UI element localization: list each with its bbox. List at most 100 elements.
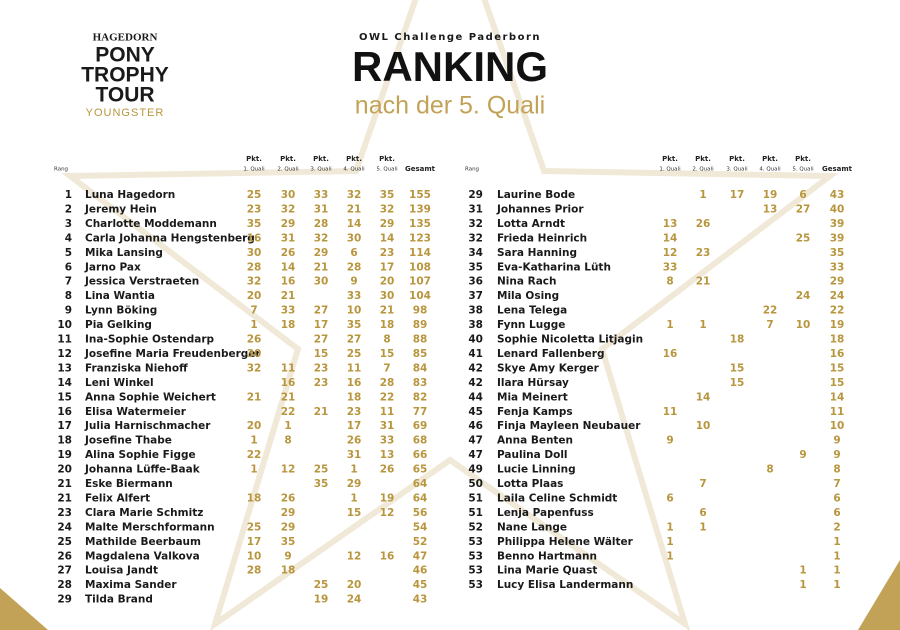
rider-name: Skye Amy Kerger	[497, 362, 600, 374]
round-points: 15	[314, 348, 329, 360]
round-points: 20	[380, 276, 395, 288]
round-points: 7	[250, 305, 257, 317]
rider-name: Paulina Doll	[497, 449, 568, 461]
rank: 8	[65, 290, 72, 302]
rider-name: Eva-Katharina Lüth	[497, 261, 611, 273]
rank: 38	[468, 305, 483, 317]
total-points: 85	[413, 348, 428, 360]
rank: 29	[57, 594, 72, 606]
round-points: 31	[347, 449, 362, 461]
round-points: 11	[347, 362, 362, 374]
total-points: 10	[830, 420, 845, 432]
total-points: 9	[833, 435, 840, 447]
rider-name: Laila Celine Schmidt	[497, 492, 617, 504]
total-points: 64	[413, 478, 428, 490]
round-points: 12	[380, 507, 395, 519]
round-points: 21	[314, 406, 329, 418]
rank: 1	[65, 189, 72, 201]
round-points: 21	[281, 391, 296, 403]
rider-name: Sara Hanning	[497, 247, 577, 259]
round-points: 6	[350, 247, 357, 259]
round-points: 15	[380, 348, 395, 360]
round-points: 21	[696, 276, 711, 288]
round-points: 1	[284, 420, 291, 432]
total-points: 54	[413, 521, 428, 533]
round-points: 13	[663, 218, 678, 230]
rank: 6	[65, 261, 72, 273]
round-points: 32	[380, 203, 395, 215]
total-points: 107	[409, 276, 431, 288]
round-points: 16	[347, 377, 362, 389]
rank: 53	[468, 550, 483, 562]
ranking-tables: Rang Pkt. 1. Quali Pkt. 2. Quali Pkt. 3. Quali…	[54, 155, 853, 606]
round-header: 2. Quali	[692, 167, 714, 173]
total-points: 155	[409, 189, 431, 201]
round-points: 15	[347, 507, 362, 519]
total-points: 104	[409, 290, 431, 302]
round-points: 17	[380, 261, 395, 273]
round-points: 29	[281, 218, 296, 230]
rank: 40	[468, 334, 483, 346]
rider-name: Lena Telega	[497, 305, 567, 317]
round-points: 28	[247, 261, 262, 273]
round-points: 7	[699, 478, 706, 490]
points-header: Pkt.	[313, 155, 329, 163]
round-points: 16	[380, 550, 395, 562]
round-header: 3. Quali	[726, 167, 748, 173]
round-points: 25	[347, 348, 362, 360]
round-points: 23	[347, 406, 362, 418]
round-points: 22	[281, 406, 296, 418]
round-points: 16	[281, 276, 296, 288]
round-points: 10	[247, 550, 262, 562]
rider-name: Mila Osing	[497, 290, 559, 302]
page-subtitle: nach der 5. Quali	[355, 92, 545, 120]
round-points: 21	[314, 261, 329, 273]
points-header: Pkt.	[280, 155, 296, 163]
round-points: 21	[380, 305, 395, 317]
round-points: 11	[380, 406, 395, 418]
round-points: 1	[799, 579, 806, 591]
round-points: 24	[796, 290, 811, 302]
total-points: 6	[833, 507, 840, 519]
rank: 3	[65, 218, 72, 230]
logo-line: TOUR	[95, 84, 154, 107]
rider-name: Benno Hartmann	[497, 550, 597, 562]
round-points: 26	[347, 435, 362, 447]
round-points: 32	[247, 276, 262, 288]
round-points: 31	[314, 203, 329, 215]
rider-name: Lina Marie Quast	[497, 565, 597, 577]
total-points: 88	[413, 334, 428, 346]
total-points: 14	[830, 391, 845, 403]
total-points: 35	[830, 247, 845, 259]
round-points: 30	[347, 232, 362, 244]
round-points: 33	[663, 261, 678, 273]
page-title: RANKING	[352, 43, 548, 90]
total-points: 16	[830, 348, 845, 360]
total-points: 1	[833, 565, 840, 577]
rider-name: Jessica Verstraeten	[84, 276, 199, 288]
total-points: 114	[409, 247, 431, 259]
total-points: 19	[830, 319, 845, 331]
rider-name: Lynn Böking	[85, 305, 157, 317]
round-points: 29	[347, 478, 362, 490]
rider-name: Ilara Hürsay	[497, 377, 569, 389]
round-points: 1	[699, 189, 706, 201]
rank: 53	[468, 579, 483, 591]
corner-accent	[858, 560, 900, 630]
round-points: 26	[281, 247, 296, 259]
round-points: 30	[314, 276, 329, 288]
rank: 16	[57, 406, 72, 418]
points-header: Pkt.	[695, 155, 711, 163]
total-points: 7	[833, 478, 840, 490]
rider-name: Alina Sophie Figge	[85, 449, 196, 461]
round-points: 32	[347, 189, 362, 201]
round-points: 31	[380, 420, 395, 432]
total-points: 33	[830, 261, 845, 273]
rank: 52	[468, 521, 483, 533]
round-points: 27	[314, 305, 329, 317]
rank: 9	[65, 305, 72, 317]
round-points: 1	[666, 550, 673, 562]
rank: 15	[57, 391, 72, 403]
